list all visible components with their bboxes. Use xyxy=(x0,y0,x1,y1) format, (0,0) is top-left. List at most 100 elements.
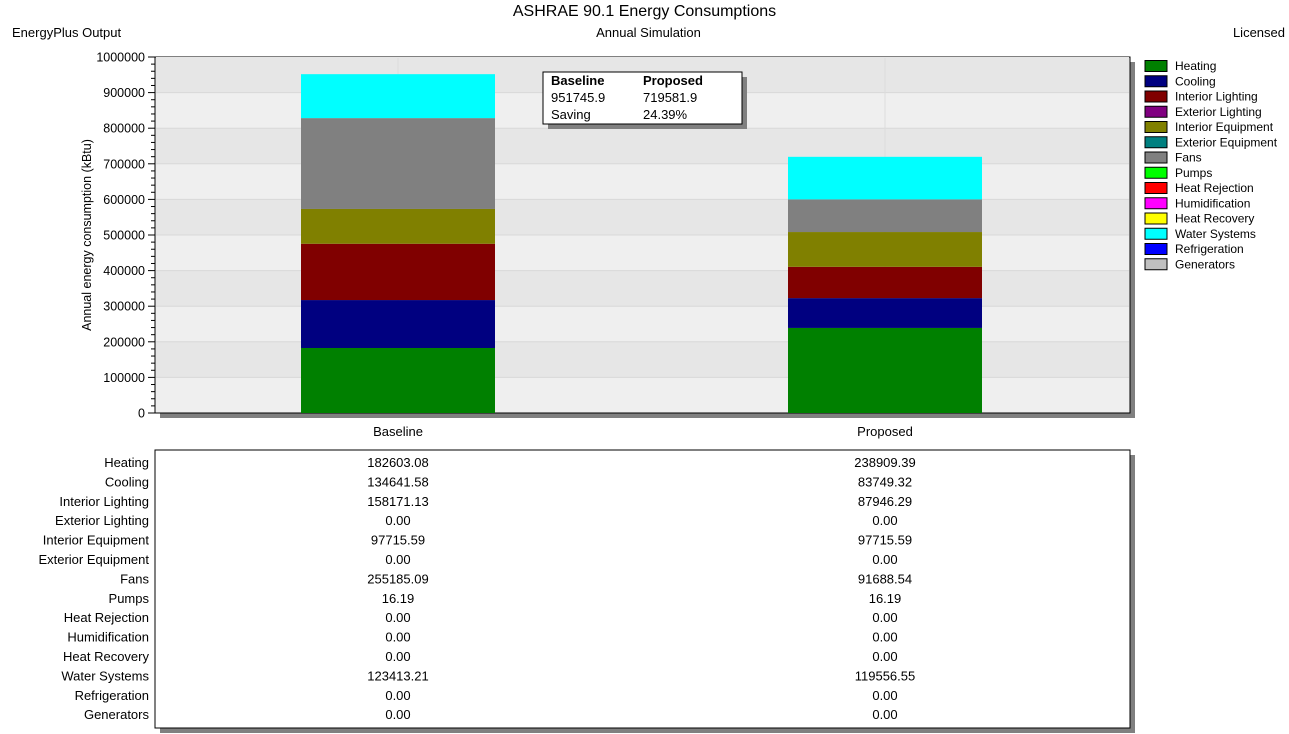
legend-label-interior-equipment: Interior Equipment xyxy=(1175,120,1274,134)
table-cell: 0.00 xyxy=(872,649,897,664)
table-row-label: Pumps xyxy=(109,591,150,606)
bar-baseline-cooling xyxy=(301,300,495,348)
bar-proposed-fans xyxy=(788,199,982,233)
table-cell: 134641.58 xyxy=(367,474,428,489)
table-row-label: Interior Lighting xyxy=(59,494,149,509)
bar-baseline-fans xyxy=(301,118,495,209)
y-tick-label: 800000 xyxy=(103,122,145,136)
x-category-label: Baseline xyxy=(373,424,423,439)
summary-header-proposed: Proposed xyxy=(643,73,703,88)
table-row-label: Heat Recovery xyxy=(63,649,149,664)
table-cell: 91688.54 xyxy=(858,571,912,586)
table-row-label: Interior Equipment xyxy=(43,533,150,548)
table-cell: 97715.59 xyxy=(858,533,912,548)
bar-proposed-cooling xyxy=(788,298,982,328)
legend-label-cooling: Cooling xyxy=(1175,74,1216,88)
data-table xyxy=(154,449,1131,729)
legend-swatch-refrigeration xyxy=(1144,243,1168,255)
table-row-label: Exterior Lighting xyxy=(55,513,149,528)
legend-label-pumps: Pumps xyxy=(1175,166,1212,180)
table-cell: 238909.39 xyxy=(854,455,915,470)
table-cell: 0.00 xyxy=(385,513,410,528)
summary-proposed-total: 719581.9 xyxy=(643,90,697,105)
legend-swatch-exterior-lighting xyxy=(1144,105,1168,118)
chart-subtitle: Annual Simulation xyxy=(596,25,701,40)
legend-label-refrigeration: Refrigeration xyxy=(1175,242,1244,256)
table-row-label: Heat Rejection xyxy=(64,610,149,625)
bar-proposed-interior-equipment xyxy=(788,232,982,267)
legend-label-heat-rejection: Heat Rejection xyxy=(1175,181,1254,195)
legend-swatch-pumps xyxy=(1144,166,1168,179)
table-cell: 158171.13 xyxy=(367,494,428,509)
y-axis-label: Annual energy consumption (kBtu) xyxy=(80,139,94,331)
table-cell: 255185.09 xyxy=(367,571,428,586)
summary-baseline-total: 951745.9 xyxy=(551,90,605,105)
bar-proposed-interior-lighting xyxy=(788,266,982,299)
table-row-label: Water Systems xyxy=(61,668,149,683)
table-cell: 0.00 xyxy=(385,610,410,625)
y-tick-label: 0 xyxy=(138,407,145,421)
bar-proposed-water-systems xyxy=(788,156,982,200)
summary-header-baseline: Baseline xyxy=(551,73,604,88)
source-label: EnergyPlus Output xyxy=(12,25,122,40)
license-label: Licensed xyxy=(1232,25,1285,40)
legend-swatch-heat-rejection xyxy=(1144,182,1168,194)
chart-title: ASHRAE 90.1 Energy Consumptions xyxy=(512,3,777,20)
bar-baseline-water-systems xyxy=(301,74,495,119)
table-cell: 0.00 xyxy=(385,552,410,567)
legend-label-fans: Fans xyxy=(1175,151,1202,165)
summary-saving-label: Saving xyxy=(551,107,591,122)
legend-swatch-cooling xyxy=(1144,75,1168,88)
y-tick-label: 200000 xyxy=(103,335,145,349)
table-cell: 97715.59 xyxy=(371,533,425,548)
y-tick-label: 1000000 xyxy=(96,51,145,65)
table-cell: 123413.21 xyxy=(367,668,428,683)
table-cell: 0.00 xyxy=(872,630,897,645)
bar-baseline-heating xyxy=(301,347,495,413)
y-tick-label: 400000 xyxy=(103,264,145,278)
legend-label-humidification: Humidification xyxy=(1175,196,1250,210)
table-row-label: Refrigeration xyxy=(75,688,149,703)
summary-saving-value: 24.39% xyxy=(643,107,688,122)
bar-proposed-heating xyxy=(788,327,982,413)
table-row-label: Heating xyxy=(104,455,149,470)
table-row-label: Cooling xyxy=(105,474,149,489)
table-cell: 87946.29 xyxy=(858,494,912,509)
bar-baseline-interior-lighting xyxy=(301,243,495,301)
summary-box xyxy=(542,71,743,125)
table-cell: 83749.32 xyxy=(858,474,912,489)
table-cell: 0.00 xyxy=(872,707,897,722)
legend-swatch-heat-recovery xyxy=(1144,212,1168,225)
legend-label-exterior-lighting: Exterior Lighting xyxy=(1175,105,1262,119)
table-row-label: Fans xyxy=(120,571,149,586)
legend-swatch-fans xyxy=(1144,151,1168,164)
table-cell: 0.00 xyxy=(385,688,410,703)
table-row-label: Humidification xyxy=(67,630,149,645)
legend-label-heating: Heating xyxy=(1175,59,1216,73)
legend-swatch-heating xyxy=(1144,60,1168,72)
legend-label-heat-recovery: Heat Recovery xyxy=(1175,212,1254,226)
legend-swatch-humidification xyxy=(1144,197,1168,210)
table-cell: 0.00 xyxy=(385,649,410,664)
bar-baseline-interior-equipment xyxy=(301,208,495,244)
legend-swatch-interior-lighting xyxy=(1144,90,1168,103)
x-category-label: Proposed xyxy=(857,424,913,439)
y-tick-label: 100000 xyxy=(103,371,145,385)
y-tick-label: 300000 xyxy=(103,300,145,314)
legend-swatch-water-systems xyxy=(1144,227,1168,240)
table-row-label: Generators xyxy=(84,707,150,722)
legend-label-water-systems: Water Systems xyxy=(1175,227,1256,241)
legend-swatch-interior-equipment xyxy=(1144,121,1168,133)
legend-swatch-exterior-equipment xyxy=(1144,136,1168,149)
table-cell: 0.00 xyxy=(872,688,897,703)
table-cell: 0.00 xyxy=(385,630,410,645)
legend-label-interior-lighting: Interior Lighting xyxy=(1175,90,1258,104)
table-cell: 0.00 xyxy=(872,552,897,567)
table-cell: 0.00 xyxy=(872,513,897,528)
y-tick-label: 600000 xyxy=(103,193,145,207)
table-cell: 16.19 xyxy=(382,591,415,606)
legend-label-exterior-equipment: Exterior Equipment xyxy=(1175,135,1278,149)
legend-label-generators: Generators xyxy=(1175,257,1235,271)
y-tick-label: 500000 xyxy=(103,229,145,243)
